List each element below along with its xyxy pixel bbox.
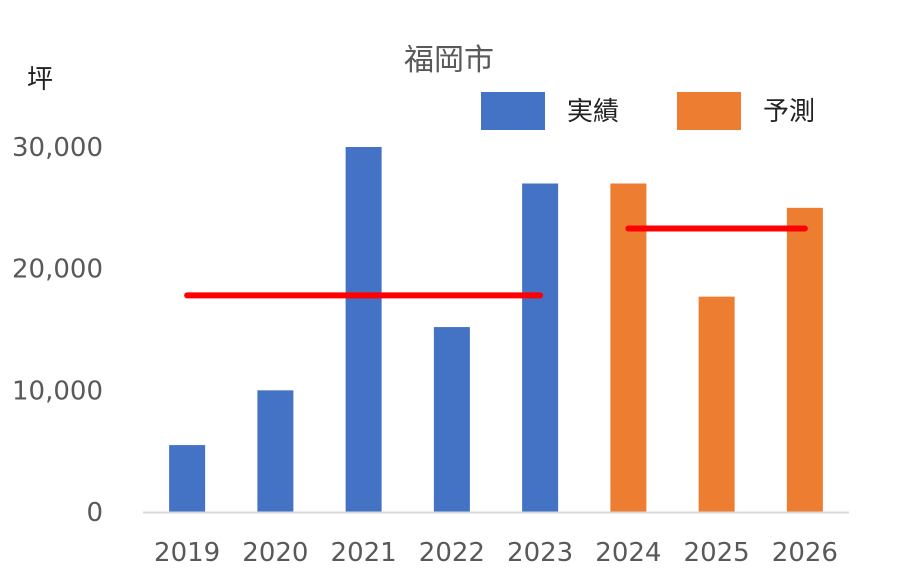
x-tick-label: 2024 [595, 538, 661, 568]
bar-2021 [345, 147, 382, 512]
bar-2020 [257, 390, 294, 512]
bar-2022 [433, 327, 470, 512]
x-tick-label: 2021 [331, 538, 397, 568]
legend-label: 予測 [763, 97, 815, 127]
legend: 実績 予測 [481, 92, 815, 130]
bar-2024 [610, 183, 647, 512]
y-tick-label: 20,000 [12, 255, 103, 285]
bar-2026 [786, 207, 823, 513]
y-axis-unit-label: 坪 [27, 65, 53, 95]
bars [169, 147, 823, 513]
bar-2025 [698, 296, 735, 512]
y-tick-label: 0 [86, 498, 103, 528]
x-axis-ticks: 2019 2020 2021 2022 2023 2024 2025 2026 [154, 538, 838, 568]
y-axis-ticks: 0 10,000 20,000 30,000 [12, 133, 103, 528]
chart-title: 福岡市 [404, 43, 494, 78]
x-tick-label: 2020 [242, 538, 308, 568]
x-tick-label: 2026 [772, 538, 838, 568]
average-lines [184, 225, 808, 299]
y-tick-label: 30,000 [12, 133, 103, 163]
x-tick-label: 2025 [684, 538, 750, 568]
legend-swatch [677, 92, 741, 130]
x-tick-label: 2019 [154, 538, 220, 568]
y-tick-label: 10,000 [12, 376, 103, 406]
bar-2019 [169, 445, 206, 512]
legend-swatch [481, 92, 545, 130]
bar-2023 [522, 183, 559, 512]
x-tick-label: 2022 [419, 538, 485, 568]
x-tick-label: 2023 [507, 538, 573, 568]
legend-label: 実績 [567, 97, 619, 127]
